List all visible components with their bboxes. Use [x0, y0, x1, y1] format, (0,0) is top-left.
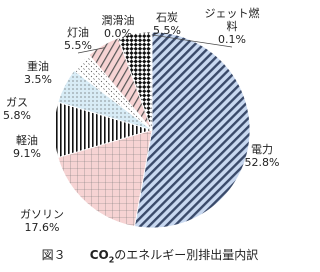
slice-name: ジェット燃料 [204, 7, 260, 33]
slice-name: 軽油 [16, 134, 38, 147]
slice-value-label: 5.5% [64, 39, 92, 52]
slice-label: 灯油 5.5% [47, 26, 109, 52]
slice-value-label: 3.5% [24, 73, 52, 86]
slice-label: 電力 52.8% [231, 143, 293, 169]
slice-label: 潤滑油 0.0% [87, 14, 149, 40]
slice-name: 石炭 [156, 11, 178, 24]
chart-title: 図３ CO2のエネルギー別排出量内訳 [0, 246, 300, 264]
slice-name: 灯油 [67, 26, 89, 39]
slice-name: 重油 [27, 60, 49, 73]
slice-label: ジェット燃料 0.1% [201, 7, 263, 46]
pie-slice [150, 31, 153, 131]
slice-name: ガソリン [20, 208, 64, 221]
title-part: 図３ [41, 248, 66, 262]
leader-line [151, 34, 233, 48]
pie-canvas [53, 31, 251, 229]
slice-value-label: 9.1% [13, 147, 41, 160]
slice-value-label: 17.6% [24, 221, 60, 234]
slice-value-label: 5.8% [3, 109, 31, 122]
pie-slice [57, 129, 153, 227]
slice-label: ガソリン 17.6% [11, 208, 73, 234]
slice-label: ガス 5.8% [0, 96, 48, 122]
slice-value-label: 5.5% [153, 24, 181, 37]
title-part: 2 [108, 255, 115, 265]
slice-label: 軽油 9.1% [0, 134, 58, 160]
slice-value-label: 52.8% [244, 156, 280, 169]
chart: 図３ CO2のエネルギー別排出量内訳 電力 52.8% ガソリン 17.6% 軽油 9.1… [0, 7, 300, 264]
slice-value-label: 0.0% [104, 27, 132, 40]
slice-value-label: 0.1% [218, 33, 246, 46]
slice-name: 潤滑油 [101, 14, 135, 27]
leader-line [77, 47, 105, 54]
slice-name: 電力 [251, 143, 273, 156]
slice-label: 重油 3.5% [7, 60, 69, 86]
title-part: のエネルギー別排出量内訳 [114, 248, 259, 262]
title-part: CO [89, 248, 109, 262]
slice-label: 石炭 5.5% [136, 11, 198, 37]
slice-name: ガス [6, 96, 28, 109]
